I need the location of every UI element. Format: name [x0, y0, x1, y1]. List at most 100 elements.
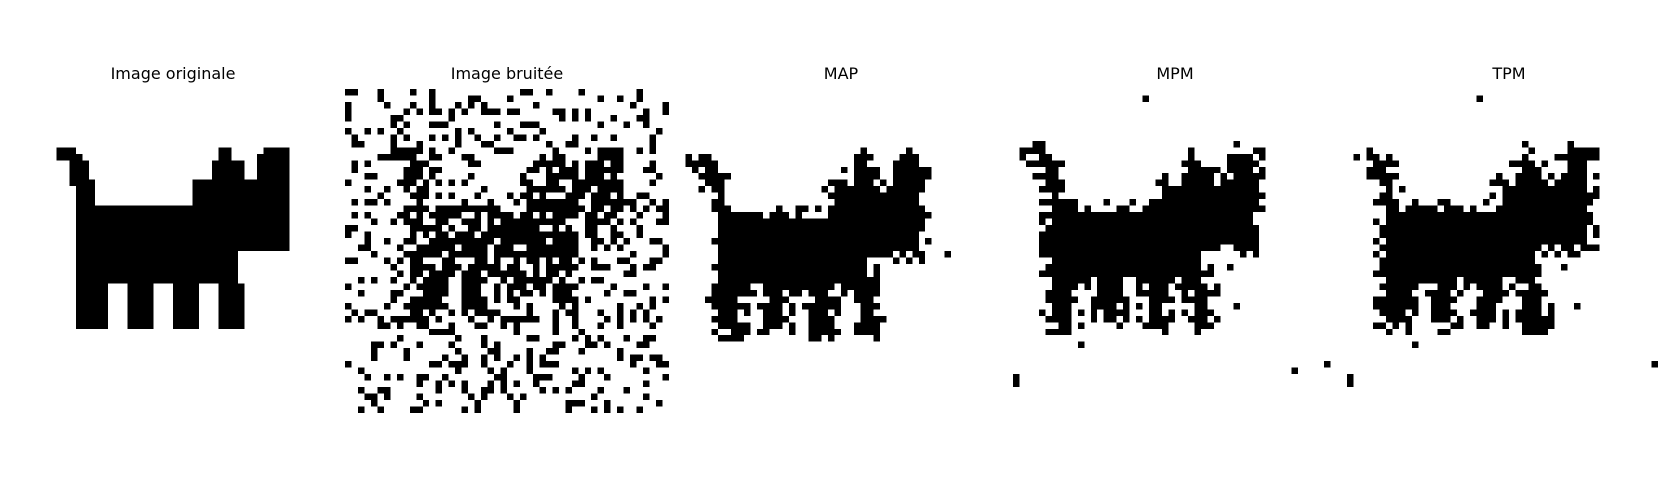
pixel-run [526, 367, 533, 375]
pixel-run [853, 328, 880, 336]
pixel-run [461, 108, 469, 115]
pixel-run [500, 387, 507, 394]
pixel-run [390, 315, 430, 323]
pixel-run [578, 276, 585, 284]
pixel-run [345, 127, 352, 135]
pixel-run [584, 166, 624, 174]
pixel-run [532, 134, 540, 141]
pixel-run [1502, 199, 1594, 206]
pixel-run [357, 387, 365, 394]
pixel-run [1259, 166, 1266, 174]
pixel-run [1385, 205, 1399, 213]
pixel-run [795, 205, 809, 213]
pixel-run [218, 153, 232, 161]
pixel-run [532, 374, 553, 381]
pixel-run [390, 276, 397, 284]
pixel-run [636, 225, 644, 232]
pixel-run [1509, 160, 1535, 167]
pixel-run [1385, 212, 1594, 219]
pixel-run [1593, 231, 1600, 239]
pixel-run [1385, 289, 1412, 297]
pixel-run [513, 328, 520, 336]
pixel-run [442, 374, 449, 381]
pixel-run [435, 400, 443, 407]
pixel-run [1149, 302, 1163, 310]
pixel-run [591, 276, 605, 284]
pixel-run [351, 199, 358, 206]
pixel-run [558, 276, 566, 284]
pixel-run [1155, 179, 1169, 187]
pixel-run [597, 387, 605, 394]
pixel-run [636, 231, 644, 239]
pixel-run [75, 309, 109, 316]
pixel-run [1372, 251, 1380, 258]
pixel-run [623, 121, 631, 128]
image-map [685, 147, 952, 342]
pixel-run [1379, 309, 1406, 316]
pixel-run [853, 322, 880, 329]
pixel-run [396, 127, 404, 135]
pixel-run [526, 309, 533, 316]
pixel-run [461, 276, 488, 284]
pixel-run [448, 341, 456, 349]
pixel-run [435, 380, 443, 388]
pixel-run [75, 296, 109, 303]
pixel-run [396, 335, 404, 342]
pixel-run [474, 406, 482, 413]
pixel-run [487, 199, 495, 206]
pixel-run [218, 309, 245, 316]
pixel-run [1554, 179, 1587, 187]
pixel-run [370, 251, 378, 258]
pixel-run [461, 296, 488, 303]
pixel-run [1142, 95, 1150, 102]
pixel-run [584, 160, 605, 167]
pixel-run [364, 231, 371, 239]
pixel-run [571, 186, 592, 193]
pixel-run [403, 121, 410, 128]
pixel-run [591, 192, 611, 200]
pixel-run [383, 302, 391, 310]
pixel-run [552, 309, 559, 316]
pixel-run [539, 354, 546, 362]
pixel-run [507, 127, 514, 135]
pixel-run [403, 134, 410, 141]
pixel-run [1496, 173, 1503, 180]
pixel-run [591, 393, 598, 401]
pixel-run [173, 289, 199, 297]
pixel-run [1324, 361, 1331, 368]
pixel-run [711, 238, 919, 245]
pixel-run [435, 192, 443, 200]
pixel-run [396, 374, 404, 381]
pixel-run [1651, 361, 1659, 368]
pixel-run [662, 251, 669, 258]
pixel-run [1431, 309, 1458, 316]
pixel-run [636, 89, 644, 96]
pixel-run [481, 231, 579, 239]
pixel-run [860, 309, 874, 316]
pixel-run [1181, 296, 1208, 303]
pixel-run [552, 322, 559, 329]
pixel-run [173, 302, 199, 310]
pixel-run [584, 367, 592, 375]
pixel-run [468, 127, 475, 135]
pixel-run [455, 348, 462, 355]
pixel-run [1567, 166, 1587, 174]
pixel-run [357, 406, 365, 413]
pixel-run [808, 309, 829, 316]
pixel-run [1123, 315, 1130, 323]
pixel-run [357, 315, 365, 323]
pixel-run [403, 348, 410, 355]
pixel-run [643, 263, 657, 271]
pixel-run [364, 238, 371, 245]
pixel-run [853, 173, 880, 180]
pixel-run [390, 134, 397, 141]
pixel-run [1149, 296, 1175, 303]
pixel-run [656, 315, 663, 323]
pixel-run [370, 341, 384, 349]
pixel-run [1502, 309, 1509, 316]
pixel-run [711, 283, 751, 290]
pixel-run [828, 205, 926, 213]
pixel-run [448, 147, 456, 154]
pixel-run [610, 205, 624, 213]
pixel-run [691, 166, 699, 174]
